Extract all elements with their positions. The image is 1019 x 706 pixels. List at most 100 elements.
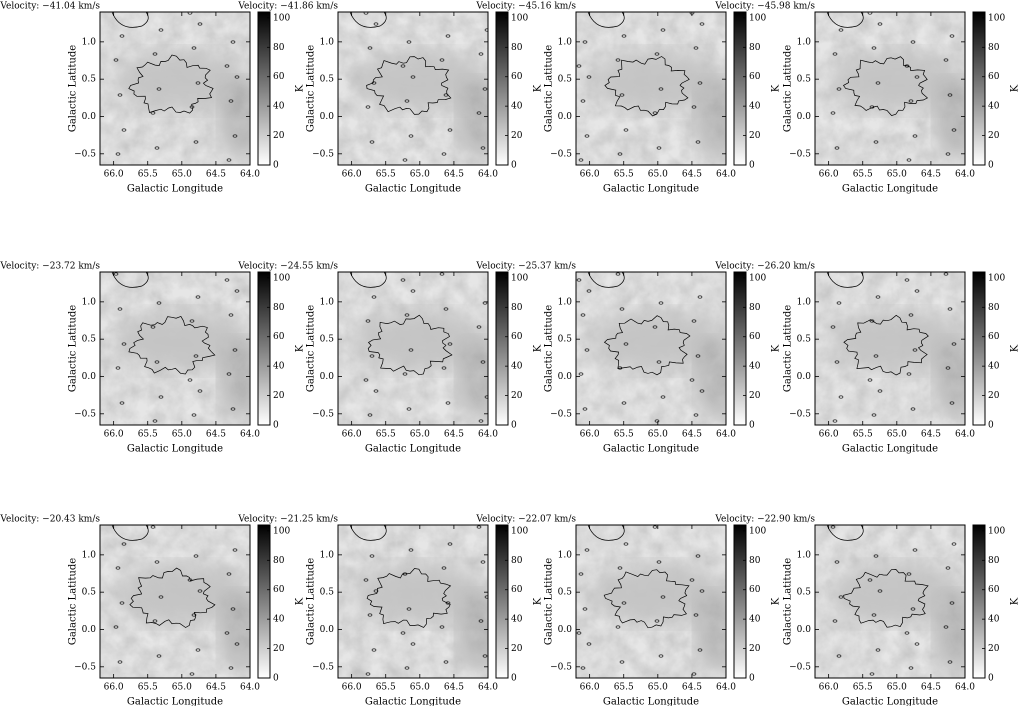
frame [337, 11, 489, 166]
x-axis-label: Galactic Longitude [365, 184, 461, 195]
colorbar [972, 524, 986, 679]
panel-title: Velocity: −23.72 km/s [0, 262, 100, 272]
y-tick-label: 0.5 [82, 588, 97, 598]
contour [949, 601, 955, 605]
contour [191, 46, 197, 50]
panel: 66.0 65.5 65.0 64.5 64.0−0.50.00.51.0Galacti… [237, 515, 543, 706]
panel: 66.0 65.5 65.0 64.5 64.0−0.50.00.51.0Galacti… [475, 2, 781, 195]
x-tick-label: 65.0 [887, 683, 907, 693]
y-tick-label: 0.0 [82, 625, 97, 635]
contour [406, 607, 412, 611]
contour [949, 34, 955, 38]
colorbar-tick-label: 40 [988, 362, 1000, 372]
colorbar-tick-label: 0 [988, 674, 994, 684]
x-tick-label: 65.0 [887, 430, 907, 440]
x-tick-label: 65.5 [853, 170, 873, 180]
x-axis-label: Galactic Longitude [842, 697, 938, 706]
colorbar-tick-label: 0 [988, 421, 994, 431]
contour [371, 295, 377, 299]
x-tick-label: 65.5 [138, 683, 158, 693]
x-tick-label: 64.5 [444, 430, 464, 440]
colorbar [972, 11, 986, 166]
contour [443, 660, 449, 664]
contour [912, 548, 918, 552]
map-image [576, 12, 726, 165]
colorbar-tick-label: 0 [273, 674, 279, 684]
panel-title: Velocity: −41.04 km/s [0, 2, 100, 12]
contour [349, 272, 387, 288]
contour [586, 75, 592, 79]
x-tick-label: 66.0 [819, 683, 839, 693]
y-axis-label: Galactic Latitude [783, 558, 794, 645]
contour [580, 313, 586, 317]
colorbar-tick-label: 80 [988, 43, 1000, 53]
x-tick-label: 65.5 [614, 170, 634, 180]
contour [228, 313, 234, 317]
colorbar-tick-label: 0 [511, 674, 517, 684]
contour [615, 58, 621, 62]
contour [576, 278, 582, 282]
panel: 66.0 65.5 65.0 64.5 64.0−0.50.00.51.0Galacti… [0, 2, 306, 195]
y-tick-label: 0.0 [82, 112, 97, 122]
colorbar-tick-label: 0 [749, 674, 755, 684]
colorbar-tick-label: 20 [511, 391, 523, 401]
colorbar-tick-label: 60 [749, 585, 761, 595]
y-tick-label: 0.5 [320, 588, 335, 598]
y-tick-label: −0.5 [312, 149, 334, 159]
colorbar-tick-label: 60 [988, 585, 1000, 595]
contour [877, 589, 883, 593]
contour [154, 360, 160, 364]
contour [654, 52, 660, 56]
colorbar-tick-label: 60 [511, 72, 523, 82]
x-axis-label: Galactic Longitude [842, 184, 938, 195]
contour [400, 278, 406, 282]
colorbar-tick-label: 60 [511, 585, 523, 595]
frame [575, 11, 727, 166]
map-image [815, 12, 965, 165]
y-tick-label: 0.0 [558, 372, 573, 382]
contour [478, 619, 484, 623]
x-tick-label: 65.0 [648, 430, 668, 440]
contour [914, 289, 920, 293]
contour [480, 146, 486, 150]
y-tick-label: 1.0 [320, 297, 335, 307]
contour [152, 619, 158, 623]
colorbar-label: K [533, 84, 544, 92]
colorbar-tick-label: 60 [511, 332, 523, 342]
frame [99, 271, 251, 426]
contour [652, 325, 658, 329]
contour [604, 56, 690, 117]
contour [228, 666, 234, 670]
y-tick-label: −0.5 [789, 149, 811, 159]
map-image [815, 525, 965, 678]
colorbar-tick-label: 100 [749, 273, 766, 283]
contour [836, 654, 842, 658]
panel: 66.0 65.5 65.0 64.5 64.0−0.50.00.51.0Galacti… [237, 262, 543, 455]
x-tick-label: 64.5 [921, 170, 941, 180]
x-tick-label: 65.5 [376, 170, 396, 180]
contour [232, 548, 238, 552]
contour [584, 348, 590, 352]
contour [621, 34, 627, 38]
colorbar-tick-label: 100 [511, 526, 528, 536]
panel: 66.0 65.5 65.0 64.5 64.0−0.50.00.51.0Galacti… [714, 2, 1019, 195]
contour [408, 548, 414, 552]
y-axis-label: Galactic Latitude [306, 558, 317, 645]
contour [826, 272, 864, 288]
contour [158, 595, 164, 599]
contour [369, 140, 375, 144]
colorbar-tick-label: 20 [511, 644, 523, 654]
contour [830, 111, 836, 115]
colorbar-tick-label: 80 [988, 303, 1000, 313]
contour [908, 99, 914, 103]
y-tick-label: −0.5 [74, 149, 96, 159]
contour [156, 87, 162, 91]
contour [906, 572, 912, 576]
x-tick-label: 64.5 [206, 170, 226, 180]
contour [582, 407, 588, 411]
y-tick-label: 1.0 [320, 37, 335, 47]
colorbar-tick-label: 0 [988, 161, 994, 171]
contour [873, 354, 879, 358]
x-tick-label: 65.0 [172, 430, 192, 440]
contour [111, 12, 149, 28]
